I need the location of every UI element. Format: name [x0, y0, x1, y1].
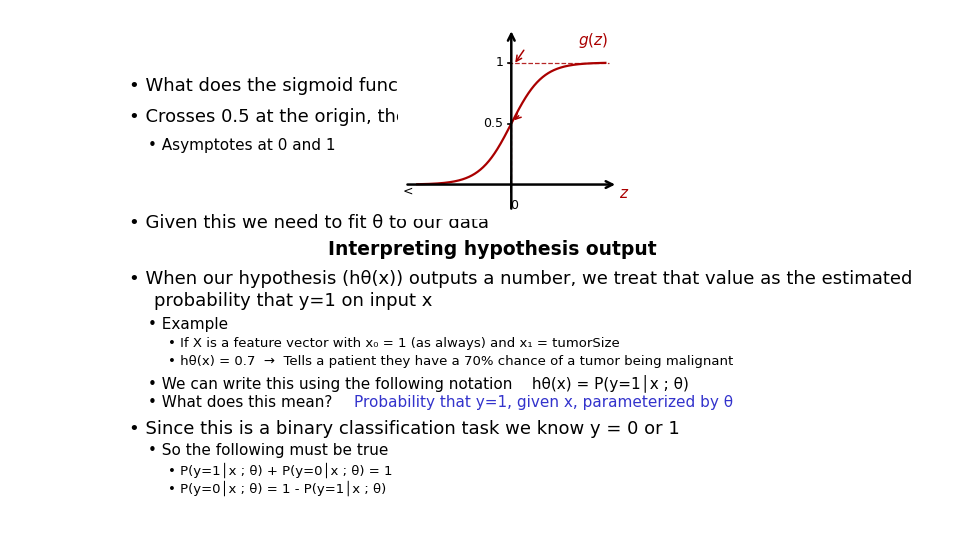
Text: • Asymptotes at 0 and 1: • Asymptotes at 0 and 1: [148, 138, 336, 153]
Text: 1: 1: [495, 56, 503, 69]
Text: • hθ(x) = 0.7  →  Tells a patient they have a 70% chance of a tumor being malign: • hθ(x) = 0.7 → Tells a patient they hav…: [168, 355, 733, 368]
Text: • We can write this using the following notation    hθ(x) = P(y=1│x ; θ): • We can write this using the following …: [148, 375, 689, 393]
Text: • What does this mean?: • What does this mean?: [148, 395, 352, 409]
Text: probability that y=1 on input x: probability that y=1 on input x: [155, 292, 433, 310]
Text: • Since this is a binary classification task we know y = 0 or 1: • Since this is a binary classification …: [129, 420, 680, 438]
Text: • So the following must be true: • So the following must be true: [148, 443, 389, 458]
Text: • Given this we need to fit θ to our data: • Given this we need to fit θ to our dat…: [129, 214, 489, 233]
Text: • What does the sigmoid function look like: • What does the sigmoid function look li…: [129, 77, 513, 95]
Text: 0.5: 0.5: [484, 117, 503, 130]
Text: 0: 0: [511, 199, 518, 212]
Text: $g(z)$: $g(z)$: [578, 31, 608, 50]
Text: • If X is a feature vector with x₀ = 1 (as always) and x₁ = tumorSize: • If X is a feature vector with x₀ = 1 (…: [168, 337, 620, 350]
Text: Interpreting hypothesis output: Interpreting hypothesis output: [327, 240, 657, 259]
Text: • Example: • Example: [148, 317, 228, 332]
Text: Probability that y=1, given x, parameterized by θ: Probability that y=1, given x, parameter…: [354, 395, 733, 409]
Text: • Crosses 0.5 at the origin, then flattens out]: • Crosses 0.5 at the origin, then flatte…: [129, 109, 535, 126]
Text: • P(y=0│x ; θ) = 1 - P(y=1│x ; θ): • P(y=0│x ; θ) = 1 - P(y=1│x ; θ): [168, 480, 387, 496]
Text: <: <: [402, 184, 413, 197]
Text: $z$: $z$: [619, 186, 630, 200]
Text: • P(y=1│x ; θ) + P(y=0│x ; θ) = 1: • P(y=1│x ; θ) + P(y=0│x ; θ) = 1: [168, 463, 393, 478]
Text: • When our hypothesis (hθ(x)) outputs a number, we treat that value as the estim: • When our hypothesis (hθ(x)) outputs a …: [129, 270, 912, 288]
